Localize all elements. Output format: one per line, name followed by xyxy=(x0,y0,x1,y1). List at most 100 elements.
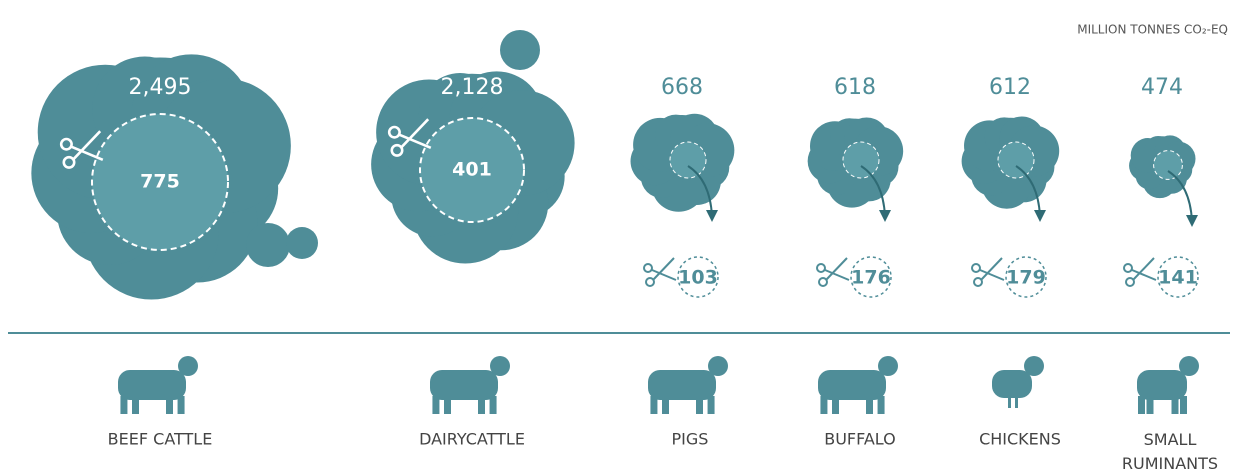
total-value: 2,495 xyxy=(129,75,192,100)
animal-body xyxy=(1137,370,1187,400)
cloud-bubble xyxy=(286,227,318,259)
scissor-blade xyxy=(399,133,432,149)
scissor-blade xyxy=(979,269,1005,281)
animal-leg xyxy=(166,396,173,414)
reduction-circle xyxy=(997,141,1035,179)
scissor-blade xyxy=(651,269,677,281)
scissor-ring xyxy=(1123,263,1133,273)
animal-leg xyxy=(877,396,885,414)
category-label: BEEF CATTLE xyxy=(108,430,213,449)
reduction-value: 176 xyxy=(851,267,891,289)
scissor-ring xyxy=(643,263,653,273)
animal-body xyxy=(818,370,886,400)
animal-leg xyxy=(132,396,139,414)
animal-head xyxy=(490,356,510,376)
arrow-head xyxy=(1034,210,1046,222)
scissors-icon xyxy=(387,118,432,157)
animal-leg xyxy=(1138,396,1145,414)
arrow-head xyxy=(706,210,718,222)
scissor-ring xyxy=(1125,277,1135,287)
animal-leg xyxy=(696,396,703,414)
animal-leg xyxy=(489,396,497,414)
animal-body xyxy=(648,370,716,400)
scissor-ring xyxy=(59,137,73,151)
animal-leg xyxy=(707,396,715,414)
total-value: 668 xyxy=(661,75,703,100)
cloud-bubble xyxy=(246,223,290,267)
animal-leg xyxy=(1015,396,1018,408)
animal-leg xyxy=(650,396,658,414)
category-label: CHICKENS xyxy=(979,430,1061,449)
scissor-blade xyxy=(652,257,675,281)
animal-leg xyxy=(832,396,839,414)
scissors-icon xyxy=(816,257,850,287)
animal-icon xyxy=(648,356,728,414)
scissors-icon xyxy=(59,130,104,169)
scissor-ring xyxy=(971,263,981,273)
animal-leg xyxy=(1008,396,1011,408)
scissor-blade xyxy=(71,145,104,161)
scissor-blade xyxy=(1131,269,1157,281)
animal-leg xyxy=(1171,396,1179,414)
scissor-blade xyxy=(825,257,848,281)
category-label: SMALL RUMINANTS xyxy=(1122,430,1218,473)
animal-leg xyxy=(1180,396,1187,414)
animal-head xyxy=(708,356,728,376)
animal-leg xyxy=(432,396,440,414)
reduction-circle xyxy=(1157,256,1199,298)
animal-body xyxy=(992,370,1032,398)
scissor-ring xyxy=(816,263,826,273)
animal-leg xyxy=(444,396,451,414)
category-label: PIGS xyxy=(672,430,709,449)
arrow-head xyxy=(879,210,891,222)
total-value: 2,128 xyxy=(441,75,504,100)
scissor-ring xyxy=(387,125,401,139)
animal-leg xyxy=(662,396,669,414)
unit-label: MILLION TONNES CO₂-EQ xyxy=(1077,23,1228,37)
animal-leg xyxy=(866,396,873,414)
scissor-ring xyxy=(62,155,76,169)
reduction-value: 401 xyxy=(452,159,492,181)
animal-head xyxy=(878,356,898,376)
scissor-ring xyxy=(973,277,983,287)
reduction-value: 141 xyxy=(1158,267,1198,289)
animal-leg xyxy=(820,396,828,414)
scissor-blade xyxy=(824,269,850,281)
animal-leg xyxy=(478,396,485,414)
reduction-value: 775 xyxy=(140,171,180,193)
reduction-circle xyxy=(677,256,719,298)
reduction-circle xyxy=(850,256,892,298)
animal-icon xyxy=(118,356,198,414)
scissor-blade xyxy=(980,257,1003,281)
reduction-circle xyxy=(1153,150,1183,180)
animal-leg xyxy=(120,396,128,414)
animal-head xyxy=(1024,356,1044,376)
reduction-circle xyxy=(91,113,229,251)
reduction-circle xyxy=(1005,256,1047,298)
animal-head xyxy=(1179,356,1199,376)
total-value: 612 xyxy=(989,75,1031,100)
scissor-blade xyxy=(399,118,430,149)
reduction-value: 179 xyxy=(1006,267,1046,289)
animal-body xyxy=(430,370,498,400)
label-line: RUMINANTS xyxy=(1122,454,1218,473)
animal-icon xyxy=(1137,356,1199,414)
arrow-head xyxy=(1186,215,1198,227)
animal-icon xyxy=(818,356,898,414)
cloud-bubble xyxy=(500,30,540,70)
scissors-icon xyxy=(1123,257,1157,287)
animal-body xyxy=(118,370,186,400)
animal-leg xyxy=(1146,396,1154,414)
reduction-value: 103 xyxy=(678,267,718,289)
reduction-circle xyxy=(419,117,525,223)
animal-icon xyxy=(992,356,1044,408)
total-value: 474 xyxy=(1141,75,1183,100)
scissor-ring xyxy=(818,277,828,287)
category-label: BUFFALO xyxy=(824,430,896,449)
animal-head xyxy=(178,356,198,376)
animal-icon xyxy=(430,356,510,414)
label-line: SMALL xyxy=(1144,430,1197,449)
reduction-circle xyxy=(842,141,880,179)
reduction-circle xyxy=(669,141,707,179)
